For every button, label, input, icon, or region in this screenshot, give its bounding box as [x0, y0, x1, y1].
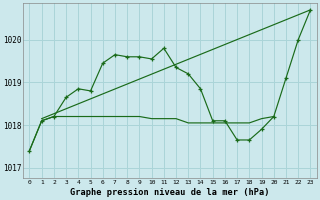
- X-axis label: Graphe pression niveau de la mer (hPa): Graphe pression niveau de la mer (hPa): [70, 188, 270, 197]
